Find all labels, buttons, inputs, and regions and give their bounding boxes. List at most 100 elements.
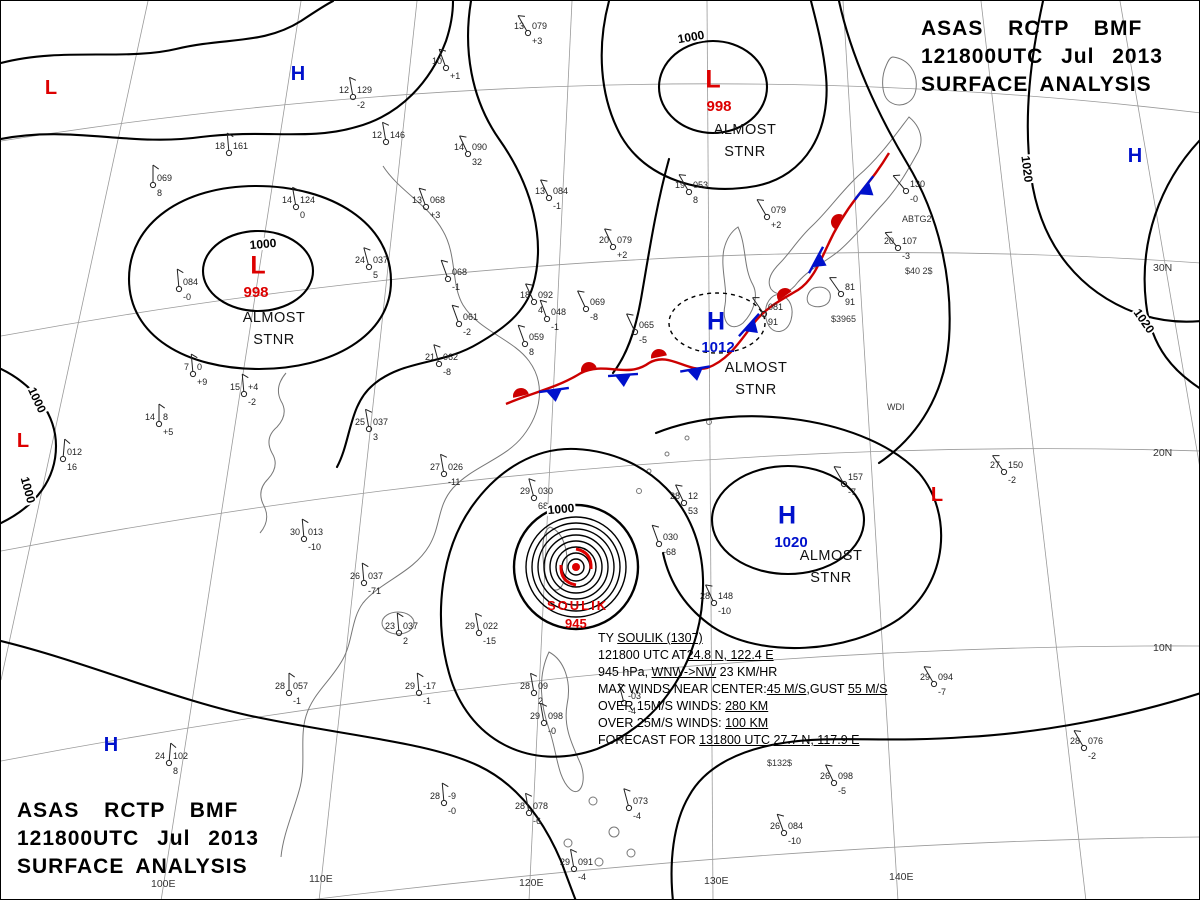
station-plot: 30 013 -10 xyxy=(290,518,323,552)
wind-barb xyxy=(517,15,528,31)
svg-text:079: 079 xyxy=(617,235,632,245)
svg-text:129: 129 xyxy=(357,85,372,95)
isobar xyxy=(670,692,1199,899)
graticule-meridian xyxy=(842,1,899,899)
cold-front-triangle xyxy=(812,252,827,268)
station-plot: 25 037 3 xyxy=(355,408,388,442)
svg-text:-1: -1 xyxy=(551,322,559,332)
cold-front-segment xyxy=(538,386,570,394)
svg-text:26: 26 xyxy=(770,821,780,831)
warm-front-semicircle xyxy=(831,214,843,230)
cold-front-triangle xyxy=(615,374,631,387)
svg-text:-0: -0 xyxy=(183,292,191,302)
cold-front-triangle xyxy=(687,367,703,381)
cold-front-triangle xyxy=(743,319,758,334)
coastline-korea xyxy=(722,226,756,328)
svg-text:28: 28 xyxy=(1070,736,1080,746)
low-pressure-symbol: L xyxy=(250,251,266,280)
wind-barb xyxy=(451,305,459,322)
svg-text:-6: -6 xyxy=(533,816,541,826)
coastline-island xyxy=(684,435,690,441)
wind-barb xyxy=(440,260,448,277)
front-line xyxy=(505,152,891,406)
svg-text:091: 091 xyxy=(578,857,593,867)
isobar-1020 xyxy=(1143,139,1199,389)
station-plot: 27 150 -2 xyxy=(990,455,1023,485)
svg-text:048: 048 xyxy=(551,307,566,317)
station-plot: 24 102 8 xyxy=(155,742,188,776)
station-plot: -03 -4 xyxy=(618,683,641,716)
longitude-label: 110E xyxy=(309,873,333,885)
svg-text:-8: -8 xyxy=(443,367,451,377)
high-pressure-symbol: H xyxy=(777,501,797,530)
front-cold-segments xyxy=(538,175,875,394)
svg-text:20: 20 xyxy=(884,236,894,246)
svg-text:28: 28 xyxy=(515,801,525,811)
svg-text:27: 27 xyxy=(430,462,440,472)
typhoon-info-line: FORECAST FOR 131800 UTC 27.7 N, 117.9 E xyxy=(598,733,860,747)
svg-text:098: 098 xyxy=(838,771,853,781)
pressure-note: ALMOST STNR xyxy=(242,310,306,348)
svg-text:-2: -2 xyxy=(248,397,256,407)
svg-text:+9: +9 xyxy=(197,377,207,387)
station-plot: 069 -8 xyxy=(577,290,605,322)
cold-front-segment xyxy=(680,365,710,373)
station-plot: 069 8 xyxy=(149,164,172,198)
svg-text:030: 030 xyxy=(663,532,678,542)
svg-text:157: 157 xyxy=(848,472,863,482)
isobar-1000-low xyxy=(657,39,769,135)
svg-text:25: 25 xyxy=(355,417,365,427)
station-plot: 29 022 -15 xyxy=(465,612,498,646)
svg-text:+3: +3 xyxy=(430,210,440,220)
station-plot: 29 030 68 xyxy=(520,478,553,511)
wind-barb xyxy=(517,325,525,342)
svg-text:29: 29 xyxy=(920,672,930,682)
svg-text:09: 09 xyxy=(538,681,548,691)
latitude-label: 10N xyxy=(1153,642,1173,654)
svg-text:13: 13 xyxy=(535,186,545,196)
coastline-island xyxy=(636,488,642,494)
svg-text:24: 24 xyxy=(155,751,165,761)
graticule-meridian xyxy=(318,1,418,899)
svg-text:-8: -8 xyxy=(590,312,598,322)
wind-barb xyxy=(540,179,549,196)
wind-barb xyxy=(418,188,426,205)
isobar xyxy=(837,1,951,465)
svg-text:2: 2 xyxy=(403,636,408,646)
svg-text:076: 076 xyxy=(1088,736,1103,746)
svg-text:29: 29 xyxy=(405,681,415,691)
warm-front-semicircle xyxy=(513,388,529,398)
pressure-value: 1020 xyxy=(774,534,808,551)
svg-text:-4: -4 xyxy=(633,811,641,821)
svg-text:14: 14 xyxy=(282,195,292,205)
coastline-island xyxy=(664,451,670,457)
station-plot: 26 037 -71 xyxy=(350,562,383,596)
station-plot: 157 -7 xyxy=(833,466,863,497)
station-plot: 012 16 xyxy=(59,438,82,472)
station-plot: 048 -1 xyxy=(539,299,566,332)
wind-barb xyxy=(292,187,297,205)
svg-text:-71: -71 xyxy=(368,586,381,596)
wind-barb xyxy=(438,49,446,66)
svg-text:14: 14 xyxy=(145,412,155,422)
svg-text:30: 30 xyxy=(290,527,300,537)
wind-barb xyxy=(301,519,305,537)
svg-text:+1: +1 xyxy=(450,71,460,81)
svg-text:16: 16 xyxy=(67,462,77,472)
graticule-meridian xyxy=(1,1,149,681)
svg-text:-10: -10 xyxy=(788,836,801,846)
coastline-island xyxy=(594,857,604,867)
graticule-meridian xyxy=(160,1,302,899)
graticule-parallel xyxy=(1,448,1199,552)
wind-barb xyxy=(540,703,545,721)
graticule-meridian xyxy=(980,1,1087,899)
svg-text:084: 084 xyxy=(788,821,803,831)
isobar xyxy=(1,1,455,141)
wind-barb xyxy=(361,563,365,581)
station-plot: 061 -2 xyxy=(451,304,478,337)
station-plot: 21 062 -8 xyxy=(425,344,458,377)
station-plot: 081 91 xyxy=(752,297,783,327)
station-plot: 20 079 +2 xyxy=(599,228,632,260)
svg-text:-0: -0 xyxy=(910,194,918,204)
station-plot: 18 092 4 xyxy=(520,283,553,315)
